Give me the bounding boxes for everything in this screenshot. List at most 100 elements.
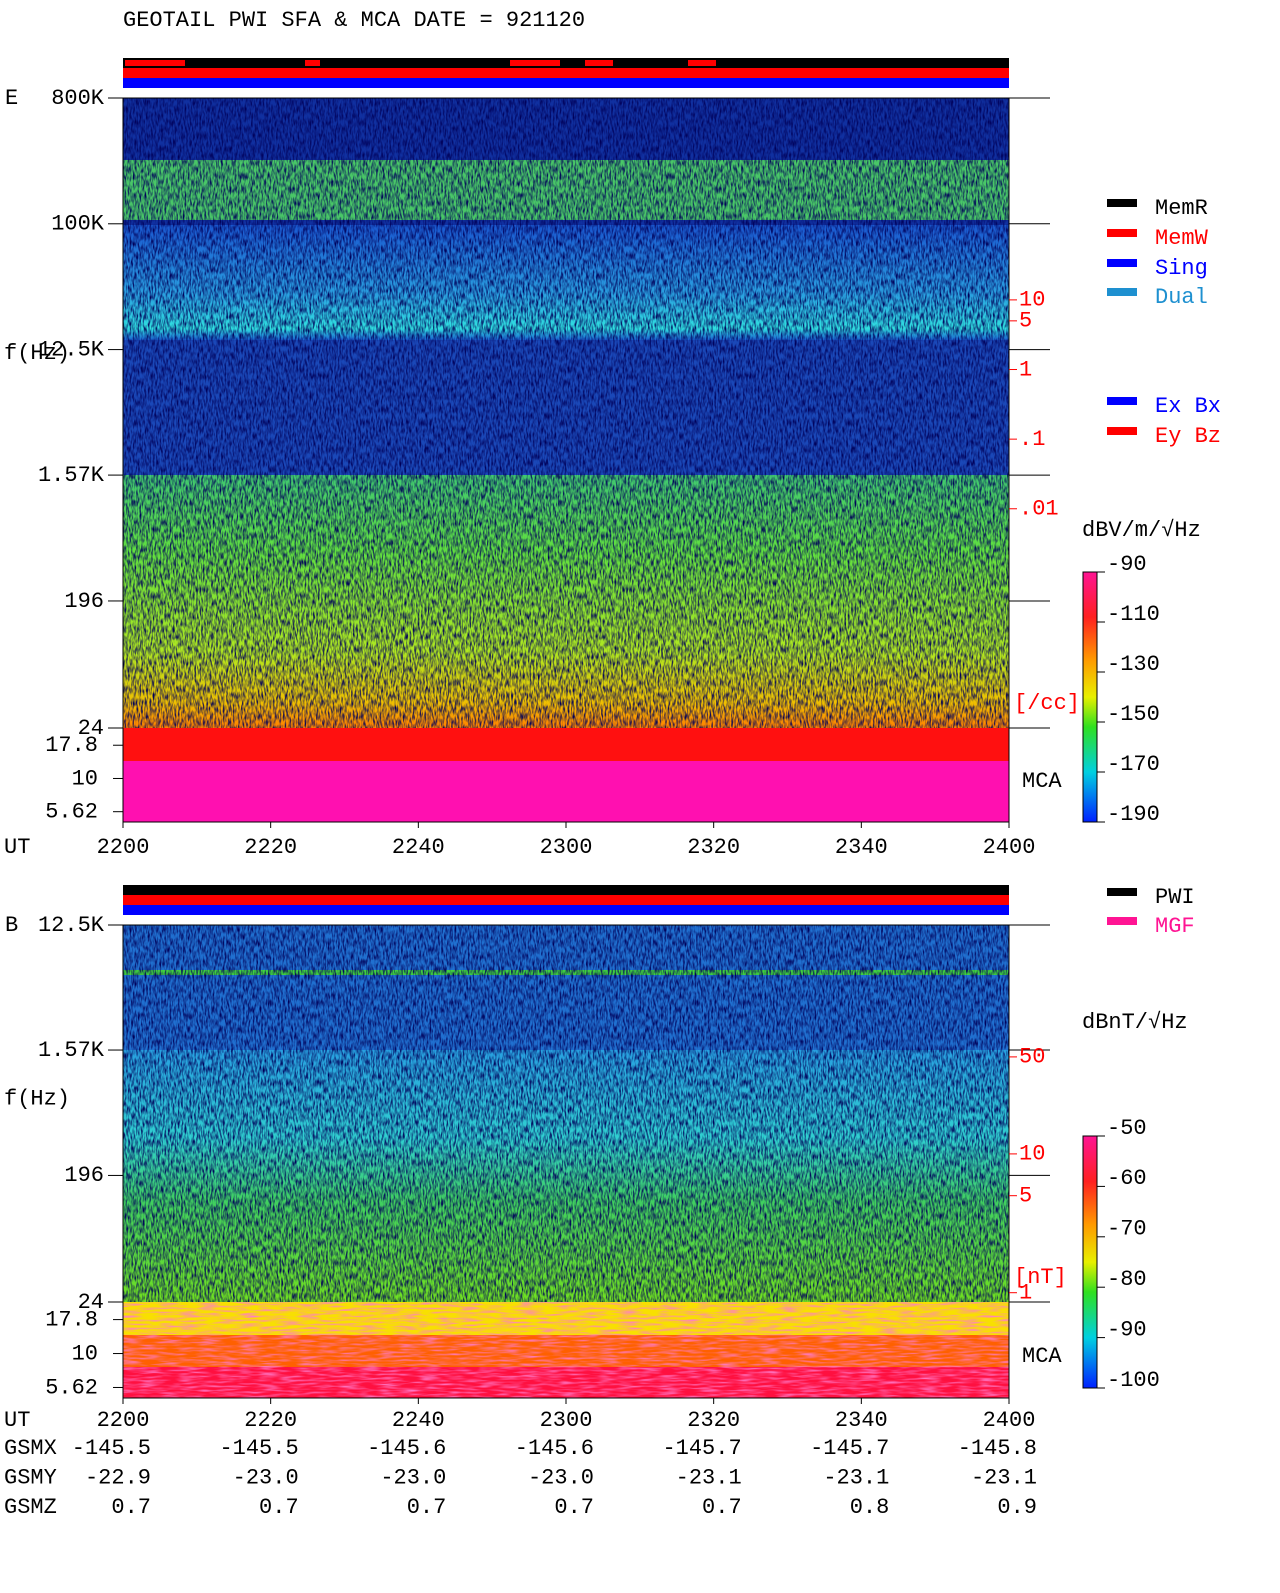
orbit-row-name: GSMZ <box>4 1495 57 1520</box>
orbit-value: 0.9 <box>997 1495 1037 1520</box>
status-segment <box>510 60 560 66</box>
orbit-value: 0.7 <box>111 1495 151 1520</box>
mca-tick-label: 10 <box>72 1341 98 1366</box>
legend-label: MemW <box>1155 226 1209 251</box>
y-tick-label: 1.57K <box>38 463 105 488</box>
legend-label: Ex Bx <box>1155 394 1221 419</box>
orbit-value: -23.1 <box>676 1465 742 1490</box>
y2-tick-label: 1 <box>1019 1281 1032 1306</box>
colorbar-tick-label: -90 <box>1107 1317 1147 1342</box>
x-tick-label: 2320 <box>687 835 740 860</box>
status-bar <box>123 885 1009 895</box>
x-tick-label: 2400 <box>983 835 1036 860</box>
colorbar <box>1082 571 1098 823</box>
status-segment <box>585 60 613 66</box>
y-tick-label: 800K <box>51 86 105 111</box>
orbit-value: 0.8 <box>850 1495 890 1520</box>
colorbar-tick-label: -50 <box>1107 1116 1147 1141</box>
colorbar-tick-label: -90 <box>1107 552 1147 577</box>
orbit-value: -23.0 <box>233 1465 299 1490</box>
colorbar <box>1082 1135 1098 1389</box>
orbit-value: -145.7 <box>810 1436 889 1461</box>
mca-band <box>123 728 1009 761</box>
x-tick-label: 2240 <box>392 1408 445 1433</box>
orbit-value: -145.7 <box>662 1436 741 1461</box>
y2-tick-label: 50 <box>1019 1045 1045 1070</box>
colorbar-tick-label: -60 <box>1107 1166 1147 1191</box>
status-segment <box>305 60 320 66</box>
mca-band <box>123 761 1009 822</box>
legend-swatch <box>1107 917 1137 925</box>
y-tick-label: 12.5K <box>38 913 105 938</box>
y2-tick-label: 5 <box>1019 1184 1032 1209</box>
y-tick-label: 196 <box>64 589 104 614</box>
mca-tick-label: 5.62 <box>45 1375 98 1400</box>
orbit-row-name: GSMX <box>4 1436 57 1461</box>
status-bar <box>123 58 1009 68</box>
y2-tick-label: 10 <box>1019 1142 1045 1167</box>
mca-noise <box>123 1302 1009 1398</box>
mca-label: MCA <box>1022 769 1062 794</box>
x-tick-label: 2220 <box>244 1408 297 1433</box>
orbit-value: 0.7 <box>259 1495 299 1520</box>
colorbar-tick-label: -130 <box>1107 652 1160 677</box>
mca-tick-label: 5.62 <box>45 800 98 825</box>
x-axis-label: UT <box>4 1408 30 1433</box>
x-tick-label: 2220 <box>244 835 297 860</box>
legend-swatch <box>1107 259 1137 267</box>
x-tick-label: 2340 <box>835 1408 888 1433</box>
orbit-value: -145.8 <box>958 1436 1037 1461</box>
legend-swatch <box>1107 888 1137 896</box>
colorbar-label: dBV/m/√Hz <box>1082 518 1201 543</box>
y2-tick-label: 1 <box>1019 357 1032 382</box>
y2-tick-label: 10 <box>1019 288 1045 313</box>
status-segment <box>125 60 185 66</box>
legend-label: MGF <box>1155 914 1195 939</box>
y2-tick-label: 5 <box>1019 309 1032 334</box>
status-bar <box>123 78 1009 88</box>
legend-label: MemR <box>1155 196 1208 221</box>
legend-label: Sing <box>1155 256 1208 281</box>
page-title: GEOTAIL PWI SFA & MCA DATE = 921120 <box>123 8 585 33</box>
legend-swatch <box>1107 199 1137 207</box>
orbit-value: -23.1 <box>823 1465 889 1490</box>
y2-tick-label: .01 <box>1019 497 1059 522</box>
status-segment <box>688 60 716 66</box>
y2-axis-label: [nT] <box>1014 1265 1067 1290</box>
y-tick-label: 1.57K <box>38 1038 105 1063</box>
orbit-value: -145.5 <box>72 1436 151 1461</box>
status-bar <box>123 905 1009 915</box>
y-tick-label: 12.5K <box>38 337 105 362</box>
y-axis-label: f(Hz) <box>4 341 70 366</box>
x-tick-label: 2300 <box>540 835 593 860</box>
colorbar-tick-label: -170 <box>1107 752 1160 777</box>
y2-axis-label: [/cc] <box>1014 691 1080 716</box>
mca-tick-label: 17.8 <box>45 733 98 758</box>
orbit-value: 0.7 <box>407 1495 447 1520</box>
y-tick-label: 196 <box>64 1163 104 1188</box>
orbit-value: -23.0 <box>380 1465 446 1490</box>
legend-label: PWI <box>1155 885 1195 910</box>
spectrogram-noise <box>123 925 1009 1302</box>
colorbar-tick-label: -110 <box>1107 602 1160 627</box>
legend-swatch <box>1107 427 1137 435</box>
status-bar <box>123 895 1009 905</box>
orbit-value: -23.1 <box>971 1465 1037 1490</box>
panel-label: B <box>5 913 18 938</box>
orbit-value: -145.6 <box>515 1436 594 1461</box>
spectrogram-noise <box>123 98 1009 728</box>
legend-label: Ey Bz <box>1155 424 1221 449</box>
y-axis-label: f(Hz) <box>4 1086 70 1111</box>
mca-tick-label: 17.8 <box>45 1307 98 1332</box>
orbit-value: -22.9 <box>85 1465 151 1490</box>
legend-label: Dual <box>1155 285 1208 310</box>
orbit-row-name: GSMY <box>4 1465 57 1490</box>
y-tick-label: 24 <box>78 716 104 741</box>
x-tick-label: 2340 <box>835 835 888 860</box>
x-tick-label: 2200 <box>97 835 150 860</box>
y-tick-label: 24 <box>78 1290 104 1315</box>
colorbar-tick-label: -80 <box>1107 1267 1147 1292</box>
colorbar-tick-label: -100 <box>1107 1368 1160 1393</box>
x-tick-label: 2400 <box>983 1408 1036 1433</box>
